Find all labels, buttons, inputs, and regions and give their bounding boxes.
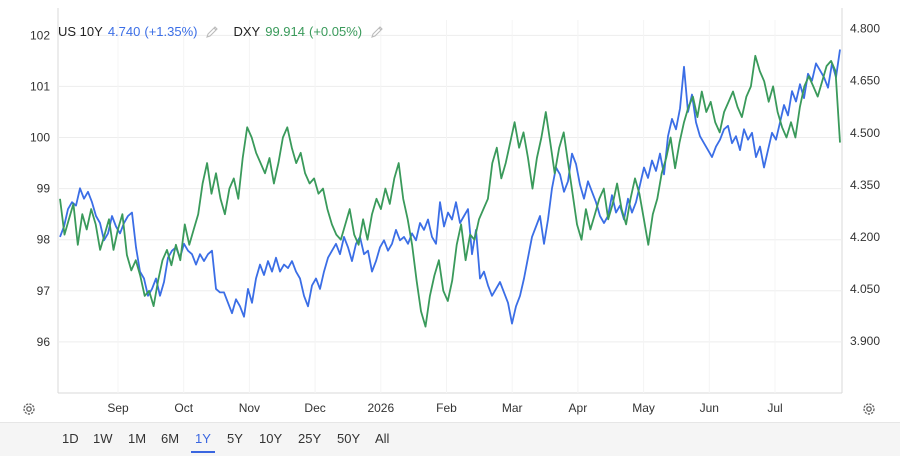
x-tick-label: Dec bbox=[304, 401, 325, 415]
legend-value: 4.740 bbox=[107, 24, 141, 39]
legend-symbol: US 10Y bbox=[58, 24, 103, 39]
series-line-us10y bbox=[59, 49, 841, 325]
right-tick-label: 3.900 bbox=[850, 334, 880, 348]
x-tick-label: Oct bbox=[174, 401, 193, 415]
left-axis: 102 101 100 99 98 97 96 bbox=[30, 28, 50, 349]
range-button-5y[interactable]: 5Y bbox=[227, 431, 243, 446]
grid-lines bbox=[57, 8, 843, 394]
x-axis: Sep Oct Nov Dec 2026 Feb Mar Apr May Jun Jul bbox=[107, 401, 782, 415]
x-tick-label: Sep bbox=[107, 401, 129, 415]
legend-change: (+0.05%) bbox=[308, 24, 363, 39]
gear-icon[interactable] bbox=[861, 401, 877, 417]
range-button-50y[interactable]: 50Y bbox=[337, 431, 361, 446]
range-button-all[interactable]: All bbox=[375, 431, 390, 446]
left-tick-label: 96 bbox=[37, 335, 51, 349]
right-tick-label: 4.500 bbox=[850, 126, 880, 140]
range-button-1m[interactable]: 1M bbox=[128, 431, 147, 446]
x-tick-label: Jun bbox=[700, 401, 719, 415]
range-button-1y[interactable]: 1Y bbox=[191, 430, 215, 453]
range-selector: 1D 1W 1M 6M 1Y 5Y 10Y 25Y 50Y All bbox=[0, 422, 900, 456]
left-tick-label: 98 bbox=[37, 233, 51, 247]
right-tick-label: 4.800 bbox=[850, 22, 880, 36]
pencil-icon[interactable] bbox=[205, 25, 219, 39]
legend-symbol: DXY bbox=[233, 24, 261, 39]
x-tick-label: Mar bbox=[502, 401, 523, 415]
gear-icon[interactable] bbox=[21, 401, 37, 417]
right-tick-label: 4.050 bbox=[850, 282, 880, 296]
series-line-dxy bbox=[59, 54, 841, 328]
range-button-25y[interactable]: 25Y bbox=[298, 431, 322, 446]
range-button-1d[interactable]: 1D bbox=[62, 431, 79, 446]
x-tick-label: May bbox=[632, 401, 655, 415]
legend-change: (+1.35%) bbox=[144, 24, 198, 39]
left-tick-label: 97 bbox=[37, 284, 51, 298]
legend-value: 99.914 bbox=[265, 24, 305, 39]
series-lines bbox=[59, 49, 841, 328]
range-button-1w[interactable]: 1W bbox=[93, 431, 113, 446]
left-tick-label: 101 bbox=[30, 79, 50, 93]
x-tick-label: Apr bbox=[569, 401, 588, 415]
left-tick-label: 102 bbox=[30, 28, 50, 42]
x-tick-label: Feb bbox=[436, 401, 457, 415]
left-tick-label: 100 bbox=[30, 131, 50, 145]
legend: US 10Y 4.740 (+1.35%) DXY 99.914 (+0.05%… bbox=[58, 24, 398, 39]
legend-item-us10y[interactable]: US 10Y 4.740 (+1.35%) bbox=[58, 24, 219, 39]
range-button-6m[interactable]: 6M bbox=[161, 431, 180, 446]
left-tick-label: 99 bbox=[37, 182, 51, 196]
right-axis: 4.800 4.650 4.500 4.350 4.200 4.050 3.900 bbox=[850, 22, 880, 348]
range-button-10y[interactable]: 10Y bbox=[259, 431, 283, 446]
right-tick-label: 4.200 bbox=[850, 230, 880, 244]
x-tick-label: Nov bbox=[239, 401, 260, 415]
pencil-icon[interactable] bbox=[370, 25, 384, 39]
x-tick-label: Jul bbox=[767, 401, 782, 415]
right-tick-label: 4.650 bbox=[850, 74, 880, 88]
x-tick-label: 2026 bbox=[367, 401, 394, 415]
right-tick-label: 4.350 bbox=[850, 178, 880, 192]
legend-item-dxy[interactable]: DXY 99.914 (+0.05%) bbox=[233, 24, 384, 39]
